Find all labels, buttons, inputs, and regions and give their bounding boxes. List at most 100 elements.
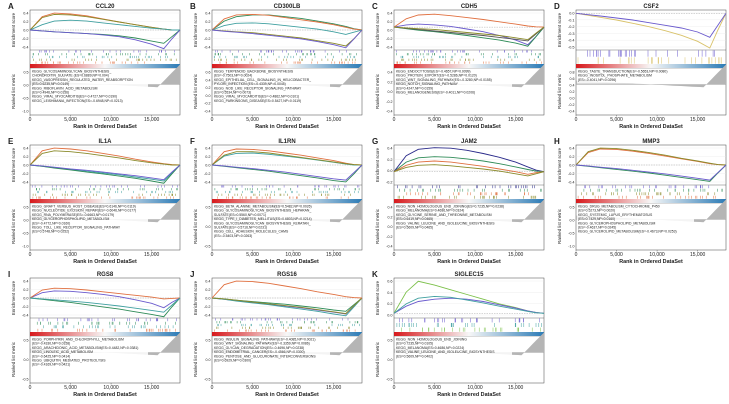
es-curve-epithelial <box>211 13 363 31</box>
es-tick-label: -0.4 <box>22 314 29 318</box>
legend-entry: KEGG_TYPE_I_DIABETES_MELLITUS(ES=0.6803,… <box>214 217 312 221</box>
x-tick-label: 15,000 <box>508 385 524 391</box>
metric-tick-label: -1.0 <box>22 245 28 249</box>
legend-entry: KEGG_GLYCEROPHOSPHOLIPID_METABOLISM <box>32 217 109 221</box>
plot-frame <box>393 9 545 116</box>
es-tick-label: 0.0 <box>569 164 574 168</box>
metric-tick-label: -0.4 <box>204 110 210 114</box>
x-tick-label: 5,000 <box>246 385 259 391</box>
metric-tick-label: 0.6 <box>206 71 211 75</box>
legend-entry: KEGG_GLYCEROLIPID_METABOLISM(ES=-0.4673,… <box>578 230 677 234</box>
gsea-panel-svg: D CSF2 0.0 -0.1 -0.2 -0.3 -0.4 -0.5 0.8 0.6 0.4 0.2… <box>554 2 727 130</box>
legend-entry: KEGG_CELL_ADHESION_MOLECULES_CAMS <box>214 230 289 234</box>
x-tick-label: 0 <box>393 252 396 258</box>
x-tick-label: 0 <box>211 385 214 391</box>
panel-letter: A <box>8 2 14 11</box>
panel-letter: F <box>190 137 195 146</box>
es-tick-label: -0.2 <box>568 25 575 29</box>
es-curve-wnt <box>393 26 545 42</box>
x-tick-label: 10,000 <box>103 117 119 123</box>
es-curve-inositol <box>575 12 727 38</box>
x-axis-label: Rank in Ordered DataSet <box>73 124 137 130</box>
es-curve-vasopressin <box>29 13 180 31</box>
y-axis-label-metric: Ranked list metric <box>557 208 562 244</box>
es-tick-label: 0.0 <box>23 164 28 168</box>
es-tick-label: 0.4 <box>205 147 210 151</box>
legend-entry: KEGG_ENDOMETRIAL_CANCER(ES=-0.4566,NP=0.… <box>214 350 305 354</box>
rank-gradient-band <box>576 199 726 203</box>
legend-entry: KEGG_DRUG_METABOLISM_CYTOCHROME_P450 <box>578 205 660 209</box>
plot-frame <box>393 277 545 384</box>
legend-box <box>213 204 330 240</box>
es-tick-label: 0.0 <box>23 29 28 33</box>
legend-entry: KEGG_WNT_SIGNALING_PATHWAY(ES=-0.3359,NP… <box>214 342 310 346</box>
x-tick-label: 5,000 <box>610 117 623 123</box>
legend-entry: KEGG_GLYCOSAMINOGLYCAN_BIOSYNTHESIS_HEPA… <box>214 209 311 213</box>
y-axis-label-es: Enrichment score <box>375 280 380 315</box>
legend-entry: (ES=0.5273,NP=0.0020) <box>578 209 615 213</box>
x-tick-label: 15,000 <box>326 385 342 391</box>
legend-box <box>31 69 148 105</box>
metric-tick-label: 0.5 <box>24 206 29 210</box>
gsea-panel-g: G JAM2 0.4 0.2 0.0 -0.2 0.4 0.2 0.0 -0.2 -0.4 KEGG_… <box>372 137 554 271</box>
metric-tick-label: 0.5 <box>206 339 211 343</box>
legend-entry: KEGG_TOLL_LIKE_RECEPTOR_SIGNALING_PATHWA… <box>32 226 121 230</box>
metric-tick-label: 0.4 <box>206 78 211 82</box>
es-tick-label: -0.4 <box>386 46 393 50</box>
panel-title: JAM2 <box>461 139 478 145</box>
x-tick-label: 5,000 <box>428 385 441 391</box>
legend-entry: KEGG_PORPHYRIN_AND_CHLOROPHYLL_METABOLIS… <box>32 338 124 342</box>
x-axis-label: Rank in Ordered DataSet <box>437 259 501 265</box>
es-curve-toll-like <box>29 150 180 166</box>
x-tick-label: 5,000 <box>246 117 259 123</box>
es-tick-label: 0.6 <box>387 280 392 284</box>
legend-entry: (ES=0.5748,NP=0.0252) <box>32 230 69 234</box>
metric-tick-label: -0.5 <box>22 97 28 101</box>
es-tick-label: 0.0 <box>205 164 210 168</box>
gsea-panel-svg: K SIGLEC15 0.6 0.4 0.2 0.0 0.5 0.0 -0.5 KEGG_NON_… <box>372 270 545 398</box>
es-tick-label: -0.2 <box>22 172 29 176</box>
es-curve-pentose <box>211 280 363 299</box>
es-curve-glycan-deg <box>211 297 363 317</box>
metric-tick-label: 0.2 <box>570 90 575 94</box>
legend-entry: KEGG_NOTCH_SIGNALING_PATHWAY <box>396 82 459 86</box>
y-axis-label-es: Enrichment score <box>11 280 16 315</box>
es-curve-arachidonic <box>29 287 181 300</box>
x-tick-label: 15,000 <box>508 117 524 123</box>
legend-entry: KEGG_RIBOFLAVIN_ACID_METABOLISM <box>32 86 98 90</box>
x-tick-label: 15,000 <box>144 385 160 391</box>
y-axis-label-es: Enrichment score <box>375 12 380 47</box>
es-tick-label: -0.4 <box>204 314 211 318</box>
x-tick-label: 0 <box>393 385 396 391</box>
legend-entry: (ES=-0.4330,NP=0.0158) <box>32 342 70 346</box>
plot-frame <box>211 277 363 384</box>
metric-tick-label: 0.5 <box>24 71 29 75</box>
x-tick-label: 5,000 <box>610 252 623 258</box>
es-curve-protein-export <box>393 26 545 47</box>
es-tick-label: -0.4 <box>568 181 575 185</box>
es-tick-label: 0.0 <box>387 29 392 33</box>
plot-frame <box>393 144 545 251</box>
panel-title: RGS8 <box>97 272 114 278</box>
legend-entry: KEGG_MELANOGENESIS(ES=-0.4011,NP=0.0206) <box>396 91 475 95</box>
metric-tick-label: 0.8 <box>570 71 575 75</box>
panel-letter: D <box>554 2 560 11</box>
x-axis-label: Rank in Ordered DataSet <box>255 392 319 398</box>
es-tick-label: 0.2 <box>23 288 28 292</box>
es-tick-label: -0.2 <box>568 172 575 176</box>
panel-title: CSF2 <box>643 4 659 10</box>
x-axis-label: Rank in Ordered DataSet <box>73 392 137 398</box>
es-curve-keratan <box>211 164 363 183</box>
panel-letter: B <box>190 2 196 11</box>
rank-gradient-band <box>394 64 544 68</box>
es-tick-label: -0.4 <box>204 46 211 50</box>
legend-entry: (ES=0.6929,NP=0.0300) <box>214 359 251 363</box>
es-curve-glycine <box>393 160 545 175</box>
legend-entry: KEGG_NUCLEOTIDE_EXCISION_REPAIR(ES=-0.60… <box>32 209 136 213</box>
es-tick-label: 0.4 <box>387 291 392 295</box>
legend-box <box>577 69 694 84</box>
gsea-panel-svg: J RGS16 0.4 0.2 0.0 -0.2 -0.4 0.5 0.0 -0.5 KEGG_IN… <box>190 270 363 398</box>
es-tick-label: 0.4 <box>205 280 210 284</box>
gsea-panel-k: K SIGLEC15 0.6 0.4 0.2 0.0 0.5 0.0 -0.5 KEGG_NON_… <box>372 270 554 404</box>
